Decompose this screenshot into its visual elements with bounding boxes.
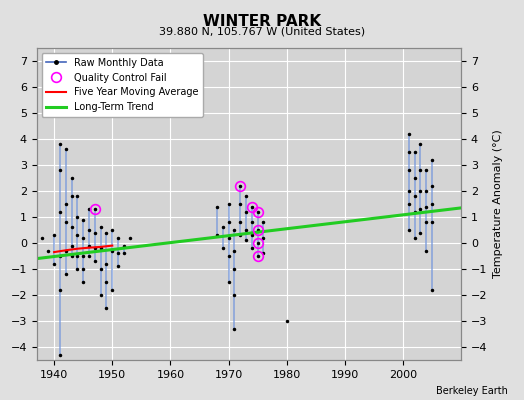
Text: WINTER PARK: WINTER PARK [203, 14, 321, 29]
Text: Berkeley Earth: Berkeley Earth [436, 386, 508, 396]
Legend: Raw Monthly Data, Quality Control Fail, Five Year Moving Average, Long-Term Tren: Raw Monthly Data, Quality Control Fail, … [41, 53, 203, 117]
Y-axis label: Temperature Anomaly (°C): Temperature Anomaly (°C) [493, 130, 503, 278]
Text: 39.880 N, 105.767 W (United States): 39.880 N, 105.767 W (United States) [159, 26, 365, 36]
